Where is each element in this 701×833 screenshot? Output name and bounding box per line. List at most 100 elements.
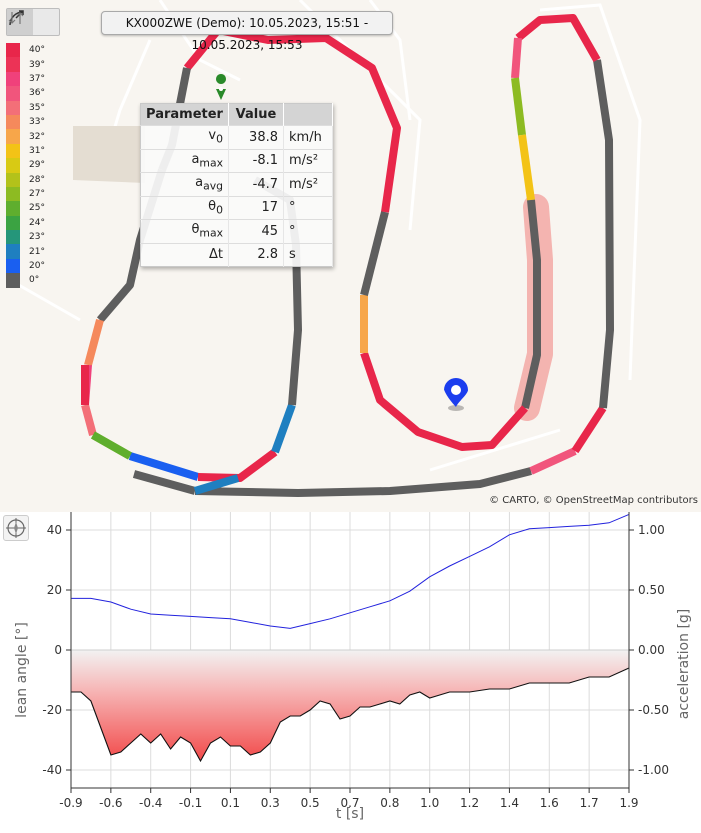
legend-item: 25° [6, 201, 45, 216]
route-segment [521, 199, 541, 409]
acceleration-tool-icon[interactable] [8, 9, 59, 35]
x-tick-label: 0.1 [221, 796, 240, 810]
parameter-name: θmax [140, 219, 229, 243]
legend-label: 24° [29, 217, 45, 228]
legend-item: 21° [6, 244, 45, 259]
lean-acceleration-chart[interactable]: -0.9 -0.6 -0.4 -0.1 0.1 0.3 0.5 0.7 0.8 1.0 1.2 1.4… [0, 512, 701, 829]
legend-swatch [6, 158, 20, 173]
position-marker-icon[interactable] [444, 378, 468, 411]
legend-swatch [6, 114, 20, 130]
route-segment [132, 470, 197, 495]
legend-swatch [6, 129, 20, 144]
y2-tick-label: -0.50 [638, 703, 669, 717]
legend-label: 21° [29, 246, 45, 257]
legend-swatch [6, 143, 20, 159]
y-tick-label: 0 [54, 643, 62, 657]
legend-item: 37° [6, 71, 45, 87]
parameter-symbol: θ [208, 198, 217, 214]
legend-swatch [6, 43, 20, 58]
x-tick-label: 0.3 [261, 796, 280, 810]
parameter-value: 17 [228, 195, 284, 220]
start-marker-icon[interactable] [216, 74, 227, 100]
table-header: Parameter [140, 103, 229, 126]
legend-item: 31° [6, 143, 45, 159]
parameter-value: 45 [228, 219, 284, 243]
legend-item: 28° [6, 172, 45, 187]
legend-label: 35° [29, 102, 45, 113]
legend-label: 0° [29, 275, 40, 286]
parameter-name: θ0 [140, 195, 229, 220]
parameter-name: v0 [140, 125, 229, 149]
legend-swatch [6, 230, 20, 245]
parameter-symbol: Δt [209, 247, 223, 263]
legend-item: 20° [6, 258, 45, 274]
y-axis-label: lean angle [°] [14, 622, 30, 718]
legend-swatch [6, 258, 20, 274]
legend-item: 39° [6, 57, 45, 72]
chart-svg[interactable]: -0.9 -0.6 -0.4 -0.1 0.1 0.3 0.5 0.7 0.8 1.0 1.2 1.4… [0, 512, 701, 829]
map-view[interactable]: KX000ZWE (Demo): 10.05.2023, 15:51 - 10.… [0, 0, 701, 512]
parameter-subscript: max [199, 227, 223, 241]
table-row: θmax 45 ° [140, 219, 333, 243]
parameter-name: amax [140, 148, 229, 173]
x-tick-label: -0.6 [99, 796, 122, 810]
legend-label: 33° [29, 117, 45, 128]
x-tick-label: 1.9 [619, 796, 638, 810]
route-segment [128, 452, 200, 481]
legend-swatch [6, 71, 20, 87]
y-tick-label: 40 [47, 523, 62, 537]
x-tick-label: 1.7 [580, 796, 599, 810]
route-segment [518, 134, 535, 201]
parameter-value: -8.1 [228, 148, 284, 173]
x-tick-label: -0.9 [59, 796, 82, 810]
map-canvas[interactable] [0, 0, 701, 512]
x-tick-label: -0.4 [139, 796, 162, 810]
x-tick-label: 0.7 [340, 796, 359, 810]
parameter-table: Parameter Value v0 38.8 km/h amax -8.1 m/s² aa… [140, 103, 333, 267]
parameter-unit: ° [283, 219, 333, 243]
route-segment [197, 448, 278, 482]
legend-label: 25° [29, 203, 45, 214]
parameter-symbol: v [208, 128, 217, 144]
map-attribution[interactable]: © CARTO, © OpenStreetMap contributors [489, 495, 698, 506]
map-title: KX000ZWE (Demo): 10.05.2023, 15:51 - 10.… [101, 11, 393, 52]
legend-item: 0° [6, 273, 45, 288]
x-tick-label: 1.2 [460, 796, 479, 810]
route-segment [81, 403, 97, 437]
legend-item: 24° [6, 215, 45, 231]
legend-label: 20° [29, 261, 45, 272]
parameter-subscript: 0 [216, 203, 223, 217]
x-tick-label: 1.4 [500, 796, 519, 810]
legend-swatch [6, 273, 20, 288]
legend-label: 27° [29, 189, 45, 200]
legend-item: 27° [6, 186, 45, 202]
legend-item: 36° [6, 86, 45, 101]
legend-label: 23° [29, 232, 45, 243]
legend-label: 31° [29, 145, 45, 156]
map-building [73, 126, 145, 183]
crosshair-icon[interactable] [3, 515, 29, 541]
legend-label: 29° [29, 160, 45, 171]
x-tick-label: -0.1 [179, 796, 202, 810]
y-tick-label: -40 [42, 763, 62, 777]
route-segment [529, 447, 577, 475]
y2-tick-label: -1.00 [638, 763, 669, 777]
table-row: aavg -4.7 m/s² [140, 172, 333, 196]
route-segment [360, 351, 528, 451]
table-row: v0 38.8 km/h [140, 125, 333, 149]
x-tick-label: 1.6 [540, 796, 559, 810]
parameter-value: -4.7 [228, 172, 284, 196]
route-segment [571, 405, 607, 454]
route-segment [84, 318, 104, 367]
parameter-value: 38.8 [228, 125, 284, 149]
route-segment [271, 403, 296, 454]
legend-swatch [6, 57, 20, 72]
legend-swatch [6, 86, 20, 101]
legend-label: 28° [29, 174, 45, 185]
map-tool-group [6, 8, 60, 36]
parameter-symbol: θ [191, 222, 200, 238]
legend-swatch [6, 186, 20, 202]
table-row: amax -8.1 m/s² [140, 148, 333, 173]
y2-tick-label: 1.00 [638, 523, 665, 537]
legend-item: 29° [6, 158, 45, 173]
